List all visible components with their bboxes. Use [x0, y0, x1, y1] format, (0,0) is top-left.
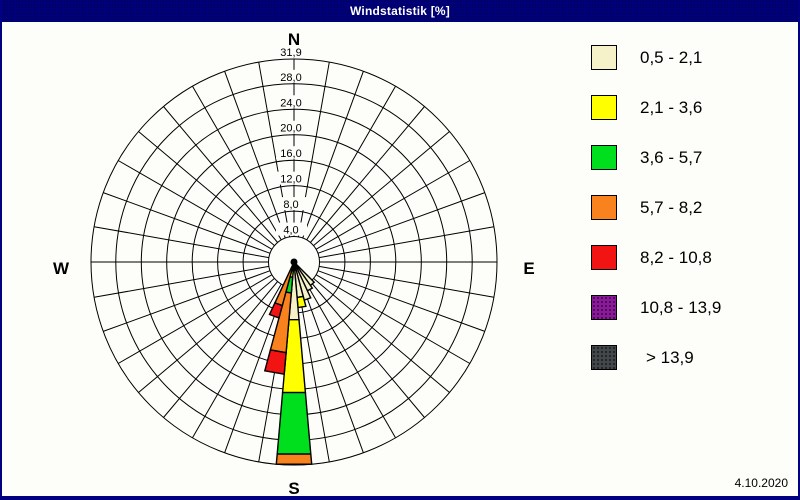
grid-spoke	[103, 270, 271, 332]
radial-axis-labels: 4,0 8,0 12,0 16,0 20,0 24,0 28,0 31,9	[276, 45, 307, 237]
axis-tick-label: 12,0	[280, 174, 301, 186]
compass-labels: N S E W	[53, 30, 535, 498]
petal-180	[275, 261, 313, 465]
grid-spoke	[297, 287, 330, 462]
axis-tick-label: 20,0	[280, 123, 301, 135]
petal-segment	[263, 349, 287, 376]
grid-spoke	[163, 106, 278, 243]
legend-swatch	[591, 345, 617, 370]
compass-north: N	[288, 30, 300, 49]
axis-label-bg	[276, 146, 307, 160]
axis-tick-label: 8,0	[283, 199, 298, 211]
wind-rose-chart: 4,0 8,0 12,0 16,0 20,0 24,0 28,0 31,9 N S E W	[2, 22, 562, 498]
legend-swatch	[591, 45, 617, 70]
date-stamp: 4.10.2020	[734, 476, 788, 490]
compass-south: S	[288, 479, 299, 496]
grid-spoke	[306, 283, 396, 439]
axis-label-bg	[276, 69, 307, 83]
compass-west: W	[53, 259, 70, 278]
grid-spoke	[315, 160, 471, 250]
grid-spoke	[319, 265, 494, 298]
legend-item: 5,7 - 8,2	[591, 195, 702, 220]
grid-spoke	[315, 274, 471, 364]
grid-spoke	[192, 283, 282, 439]
legend-item: 2,1 - 3,6	[591, 95, 702, 120]
axis-tick-label: 4,0	[283, 225, 298, 237]
grid-spoke	[302, 71, 364, 239]
axis-label-bg	[276, 45, 307, 58]
legend-swatch	[591, 145, 617, 170]
grid-spoke	[306, 85, 396, 241]
bottom-bar	[2, 496, 798, 500]
legend-item: 0,5 - 2,1	[591, 45, 702, 70]
axis-tick-label: 16,0	[280, 148, 301, 160]
legend-label: 3,6 - 5,7	[640, 147, 703, 167]
grid-spoke	[310, 106, 425, 243]
grid-spoke	[313, 131, 450, 246]
window-title: Windstatistik [%]	[350, 4, 450, 18]
grid-spoke	[163, 281, 278, 418]
petal-segment	[268, 302, 284, 319]
axis-label-bg	[276, 197, 307, 211]
petal-segment	[276, 391, 312, 455]
axis-label-bg	[276, 171, 307, 185]
axis-label-bg	[276, 95, 307, 109]
wind-rose-petals	[263, 261, 316, 465]
grid-spoke	[224, 71, 286, 239]
legend-swatch	[591, 195, 617, 220]
legend-label: > 13,9	[646, 347, 694, 367]
title-bar: Windstatistik [%]	[2, 0, 798, 22]
grid-spoke	[138, 131, 275, 246]
legend-swatch	[591, 95, 617, 120]
axis-label-bg	[276, 222, 307, 236]
center-dot	[290, 258, 298, 266]
wind-rose-svg: 4,0 8,0 12,0 16,0 20,0 24,0 28,0 31,9N S E W	[53, 30, 535, 498]
petal-segment	[275, 453, 313, 465]
grid-spoke	[310, 281, 425, 418]
legend-item: 8,2 - 10,8	[591, 245, 712, 270]
legend-swatch	[591, 245, 617, 270]
legend-item: > 13,9	[591, 345, 694, 370]
grid-spoke	[317, 270, 485, 332]
grid-spoke	[94, 226, 269, 259]
grid-spoke	[94, 265, 269, 298]
grid-spoke	[317, 192, 485, 254]
grid-spoke	[117, 160, 273, 250]
grid-spoke	[117, 274, 273, 364]
grid-spoke	[313, 278, 450, 393]
axis-tick-label: 28,0	[280, 72, 301, 84]
legend-label: 0,5 - 2,1	[640, 47, 703, 67]
grid-spoke	[138, 278, 275, 393]
compass-east: E	[523, 259, 534, 278]
grid-spoke	[319, 226, 494, 259]
legend-item: 10,8 - 13,9	[591, 295, 721, 320]
legend-swatch	[591, 295, 617, 320]
grid-spoke	[103, 192, 271, 254]
grid-spoke	[302, 285, 364, 453]
grid-spoke	[192, 85, 282, 241]
legend-label: 10,8 - 13,9	[640, 297, 722, 317]
legend-item: 3,6 - 5,7	[591, 145, 702, 170]
axis-tick-label: 31,9	[280, 47, 301, 59]
legend-label: 2,1 - 3,6	[640, 97, 703, 117]
axis-label-bg	[276, 120, 307, 134]
axis-tick-label: 24,0	[280, 97, 301, 109]
legend-label: 5,7 - 8,2	[640, 197, 703, 217]
legend-label: 8,2 - 10,8	[640, 247, 712, 267]
